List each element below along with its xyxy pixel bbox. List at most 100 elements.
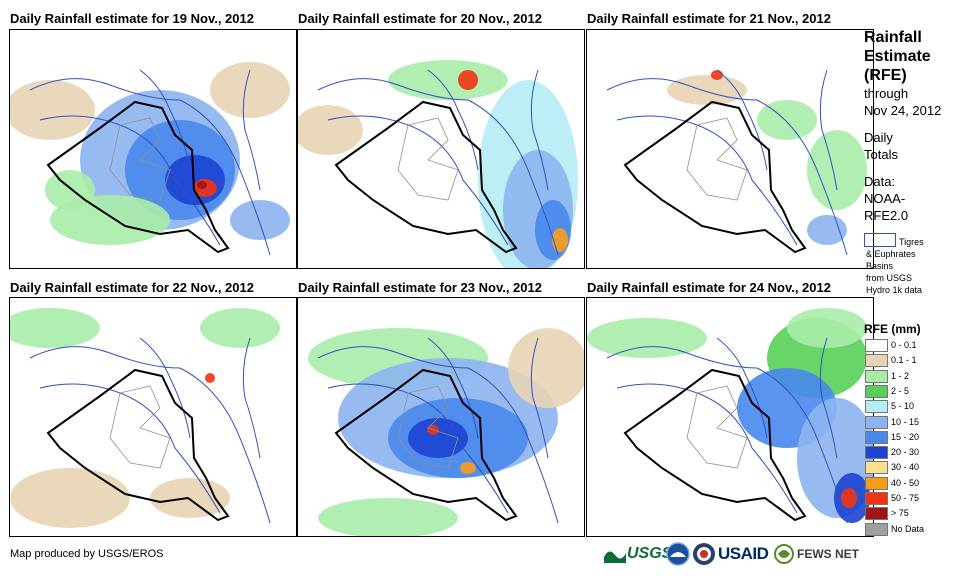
basin-outline: [317, 78, 559, 256]
basin-outline: [29, 78, 271, 256]
legend-label: 0 - 0.1: [891, 340, 917, 350]
rainfall-map-21-nov: [586, 29, 874, 269]
rainfall-field: [841, 488, 857, 508]
legend-swatch: [865, 492, 888, 505]
fews-net-logo: FEWS NET: [774, 541, 859, 567]
rainfall-field: [45, 170, 95, 210]
panel-title-6: Daily Rainfall estimate for 24 Nov., 201…: [587, 280, 831, 295]
basin-label: Basins: [866, 261, 894, 271]
basin-outline: [139, 337, 191, 439]
sidebar-title-line: (RFE): [864, 67, 907, 84]
basin-outline: [242, 69, 261, 191]
legend-swatch: [865, 339, 888, 352]
legend-swatch: [865, 476, 888, 490]
rainfall-field: [757, 100, 817, 140]
sidebar-title: Rainfall Estimate (RFE): [864, 28, 931, 85]
rainfall-field: [587, 318, 707, 358]
basin-outline: [327, 115, 509, 246]
rainfall-field: [10, 80, 95, 140]
province-boundaries: [397, 117, 459, 201]
country-boundary: [623, 368, 807, 522]
legend-label: 2 - 5: [891, 385, 910, 396]
legend-swatch: [865, 446, 888, 460]
rainfall-field: [210, 62, 290, 118]
basin-outline: [530, 69, 549, 191]
province-boundaries: [686, 117, 748, 201]
usaid-logo-text: USAID: [718, 544, 769, 563]
rainfall-field: [230, 200, 290, 240]
province-boundaries: [109, 117, 171, 201]
rainfall-field: [667, 75, 747, 105]
basin-outline: [716, 337, 768, 439]
panel-title-5: Daily Rainfall estimate for 23 Nov., 201…: [298, 280, 542, 295]
fews-net-logo-text: FEWS NET: [797, 547, 859, 561]
legend-label: 20 - 30: [891, 447, 920, 458]
sidebar-title-line: Estimate: [864, 48, 931, 65]
province-boundaries: [109, 385, 171, 469]
government-seal-icon: [693, 543, 715, 565]
through-label: through: [864, 86, 909, 101]
rainfall-map-24-nov: [586, 297, 874, 537]
rainfall-field: [552, 228, 568, 252]
data-source-line1: NOAA-: [864, 191, 906, 206]
basin-outline: [819, 337, 838, 459]
rainfall-field: [205, 373, 215, 383]
province-boundaries: [397, 385, 459, 469]
legend-swatch: [865, 400, 888, 414]
legend-label: 40 - 50: [891, 477, 920, 488]
rainfall-field: [460, 462, 476, 474]
province-boundaries: [686, 385, 748, 469]
legend-label: 50 - 75: [891, 493, 920, 503]
panel-title-1: Daily Rainfall estimate for 19 Nov., 201…: [10, 11, 254, 26]
basin-outline: [427, 69, 479, 171]
basin-label: & Euphrates: [866, 249, 916, 259]
basin-outline: [39, 383, 221, 514]
legend-label: No Data: [891, 523, 925, 534]
rainfall-field: [10, 308, 100, 348]
usgs-wave-icon: [604, 551, 626, 563]
legend-swatch: [865, 430, 888, 444]
basin-outline: [606, 78, 848, 256]
basin-outline: [427, 337, 479, 439]
rainfall-field: [318, 498, 458, 536]
rainfall-field: [165, 155, 225, 205]
noaa-logo: [666, 541, 690, 567]
legend-label: 15 - 20: [891, 431, 920, 442]
legend-swatch: [865, 461, 888, 475]
legend-label: 10 - 15: [891, 416, 920, 427]
rainfall-field: [807, 130, 867, 210]
basin-outline: [606, 346, 848, 524]
country-boundary: [46, 368, 230, 522]
country-boundary: [623, 100, 807, 254]
panel-title-2: Daily Rainfall estimate for 20 Nov., 201…: [298, 11, 542, 26]
rainfall-field: [388, 60, 508, 100]
legend-label: 5 - 10: [891, 401, 915, 412]
rainfall-map-22-nov: [9, 297, 297, 537]
rainfall-field: [150, 478, 230, 518]
basin-outline: [139, 69, 191, 171]
usaid-logo: USAID: [718, 541, 769, 567]
rainfall-map-23-nov: [297, 297, 585, 537]
usgs-logo: USGS: [604, 541, 672, 567]
rainfall-field: [197, 181, 207, 189]
country-boundary: [334, 368, 518, 522]
basin-outline: [616, 383, 798, 514]
country-boundary: [334, 100, 518, 254]
fews-globe-icon: [774, 544, 794, 564]
legend-label: 1 - 2: [891, 370, 910, 381]
legend-swatch: [865, 507, 888, 521]
legend-swatch: [865, 522, 888, 536]
rainfall-field: [458, 70, 478, 90]
basin-outline: [327, 383, 509, 514]
legend-label: > 75: [891, 508, 909, 519]
basin-outline: [242, 337, 261, 459]
rainfall-field: [787, 308, 867, 348]
basin-outline: [819, 69, 838, 191]
basin-label: Tigres: [899, 237, 924, 247]
basin-outline: [29, 346, 271, 524]
panel-title-4: Daily Rainfall estimate for 22 Nov., 201…: [10, 280, 254, 295]
legend-swatch: [865, 384, 888, 398]
rainfall-field: [508, 328, 584, 408]
legend-swatch: [865, 415, 888, 429]
country-boundary: [46, 100, 230, 254]
